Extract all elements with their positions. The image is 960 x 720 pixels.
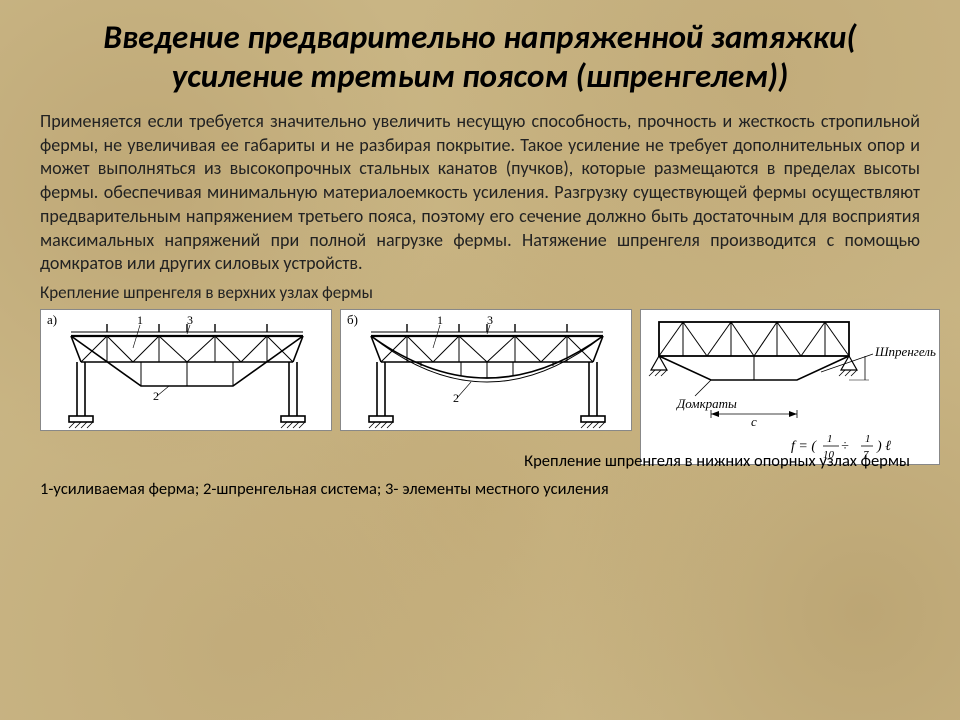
svg-text:1: 1 bbox=[865, 433, 871, 445]
diagram-panel-c: Шпренгель Домкраты с f = ( 1 10 ÷ 1 bbox=[640, 309, 940, 465]
panel-a-label: а) bbox=[47, 312, 57, 327]
body-paragraph: Применяется если требуется значительно у… bbox=[40, 110, 920, 276]
svg-text:1: 1 bbox=[137, 313, 143, 327]
svg-text:3: 3 bbox=[487, 313, 493, 327]
diagram-row: а) bbox=[40, 309, 920, 465]
panel-b-label: б) bbox=[347, 312, 358, 327]
diagram-panel-a: а) bbox=[40, 309, 332, 431]
svg-text:2: 2 bbox=[453, 391, 459, 405]
svg-text:Шпренгель: Шпренгель bbox=[874, 344, 936, 359]
legend: 1-усиливаемая ферма; 2-шпренгельная сист… bbox=[40, 479, 920, 499]
slide-title: Введение предварительно напряженной затя… bbox=[40, 18, 920, 96]
caption-lower: Крепление шпренгеля в нижних опорных узл… bbox=[40, 451, 910, 471]
svg-text:3: 3 bbox=[187, 313, 193, 327]
svg-text:Домкраты: Домкраты bbox=[675, 396, 737, 411]
svg-text:с: с bbox=[751, 414, 757, 429]
diagram-panel-b: б) bbox=[340, 309, 632, 431]
caption-upper: Крепление шпренгеля в верхних узлах ферм… bbox=[40, 282, 920, 303]
svg-text:2: 2 bbox=[153, 389, 159, 403]
svg-text:1: 1 bbox=[827, 433, 833, 445]
svg-text:1: 1 bbox=[437, 313, 443, 327]
